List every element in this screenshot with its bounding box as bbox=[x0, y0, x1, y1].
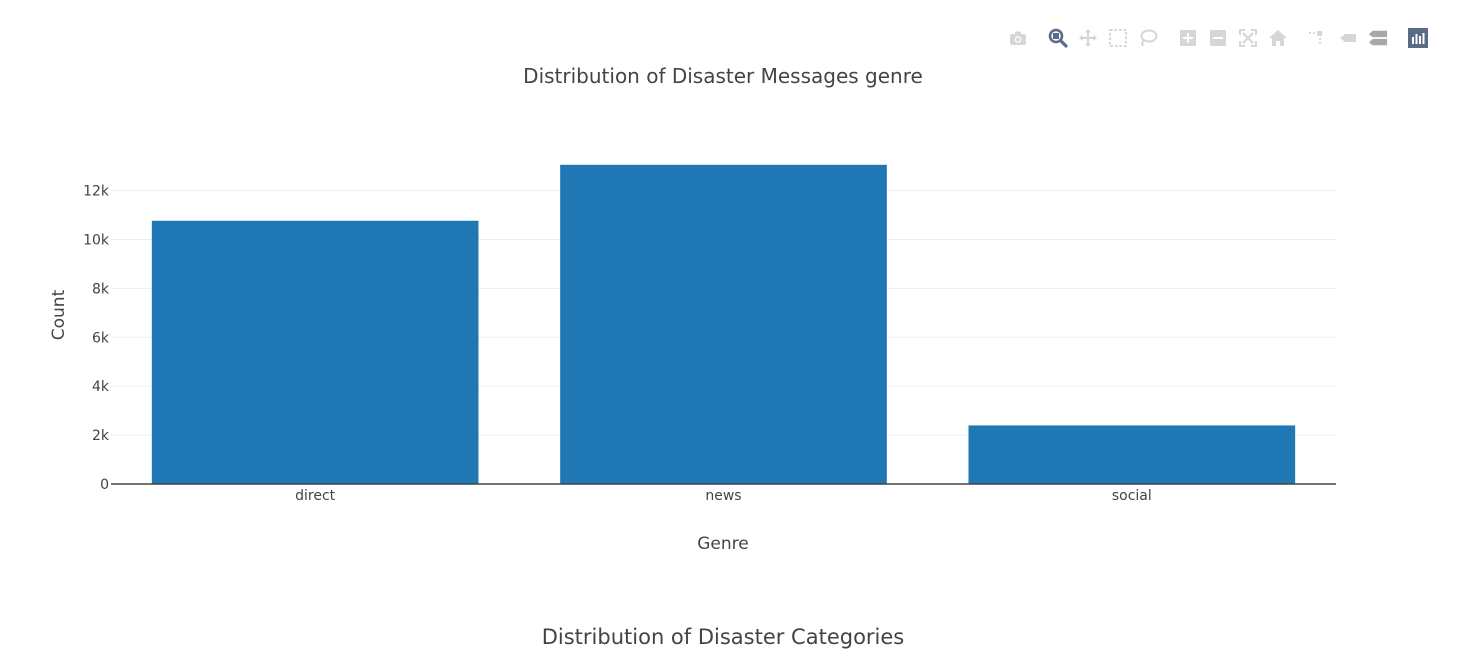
y-tick-label: 0 bbox=[100, 477, 109, 493]
x-tick-labels: direct news social bbox=[295, 488, 1152, 504]
plotly-logo-icon[interactable] bbox=[1406, 26, 1430, 50]
x-tick-label: social bbox=[1112, 488, 1152, 504]
x-tick-label: news bbox=[705, 488, 741, 504]
zoom-icon[interactable] bbox=[1046, 26, 1070, 50]
home-icon[interactable] bbox=[1266, 26, 1290, 50]
autoscale-icon[interactable] bbox=[1236, 26, 1260, 50]
pan-icon[interactable] bbox=[1076, 26, 1100, 50]
box-select-icon[interactable] bbox=[1106, 26, 1130, 50]
hover-closest-icon[interactable] bbox=[1336, 26, 1360, 50]
spike-lines-icon[interactable] bbox=[1304, 26, 1328, 50]
y-tick-labels: 0 2k 4k 6k 8k 10k 12k bbox=[83, 184, 110, 493]
modebar bbox=[1004, 26, 1444, 50]
y-tick-label: 4k bbox=[92, 379, 110, 395]
x-tick-label: direct bbox=[295, 488, 336, 504]
zoom-out-icon[interactable] bbox=[1206, 26, 1230, 50]
lasso-select-icon[interactable] bbox=[1136, 26, 1160, 50]
y-tick-label: 10k bbox=[83, 232, 110, 248]
bar-social[interactable] bbox=[968, 425, 1296, 484]
zoom-in-icon[interactable] bbox=[1176, 26, 1200, 50]
y-tick-label: 12k bbox=[83, 184, 110, 200]
hover-compare-icon[interactable] bbox=[1366, 26, 1390, 50]
camera-icon[interactable] bbox=[1006, 26, 1030, 50]
bars bbox=[151, 164, 1296, 485]
x-axis-title: Genre bbox=[697, 534, 748, 554]
y-tick-label: 8k bbox=[92, 281, 110, 297]
second-chart-title: Distribution of Disaster Categories bbox=[541, 625, 905, 649]
y-axis-title: Count bbox=[49, 289, 69, 340]
bar-direct[interactable] bbox=[151, 220, 479, 485]
bar-news[interactable] bbox=[560, 164, 887, 485]
y-tick-label: 6k bbox=[92, 330, 110, 346]
chart-title: Distribution of Disaster Messages genre bbox=[523, 64, 923, 88]
y-tick-label: 2k bbox=[92, 428, 110, 444]
